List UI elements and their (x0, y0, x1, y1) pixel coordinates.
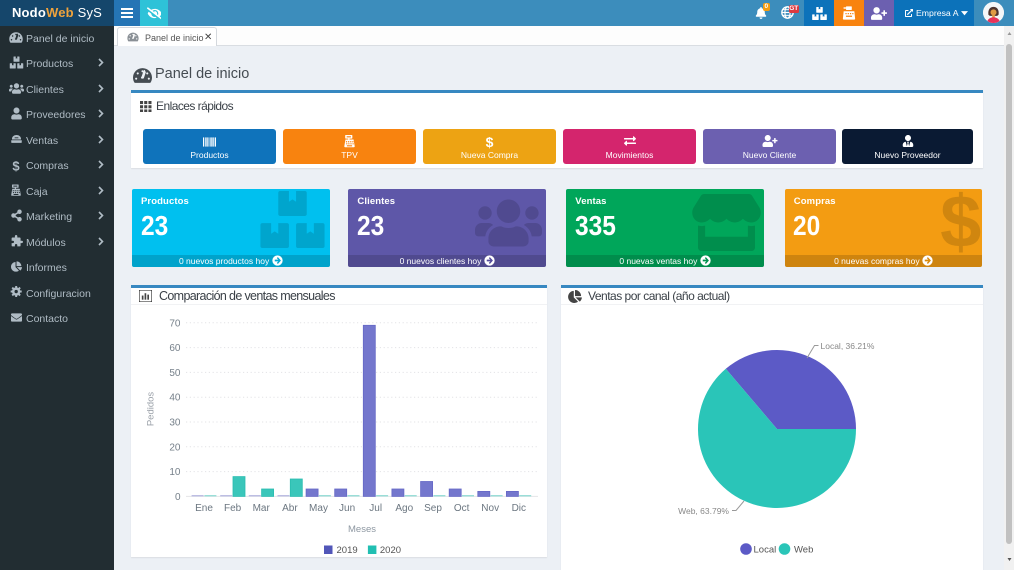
svg-text:2019: 2019 (337, 545, 358, 556)
svg-text:Meses: Meses (348, 524, 376, 535)
svg-text:May: May (309, 503, 328, 514)
svg-text:50: 50 (169, 368, 181, 379)
svg-text:2020: 2020 (380, 545, 401, 556)
svg-text:40: 40 (169, 393, 181, 404)
svg-text:Abr: Abr (282, 503, 298, 514)
svg-text:30: 30 (169, 418, 181, 429)
svg-text:Ago: Ago (395, 503, 413, 514)
svg-text:70: 70 (169, 318, 181, 329)
svg-text:10: 10 (169, 467, 181, 478)
svg-text:Ene: Ene (195, 503, 213, 514)
svg-text:Local: Local (754, 545, 777, 556)
svg-text:Pedidos: Pedidos (146, 392, 157, 427)
svg-text:Oct: Oct (454, 503, 470, 514)
svg-text:Jun: Jun (339, 503, 355, 514)
svg-text:Dic: Dic (512, 503, 526, 514)
svg-text:Sep: Sep (424, 503, 442, 514)
svg-text:60: 60 (169, 343, 181, 354)
svg-text:0: 0 (175, 492, 181, 503)
svg-text:Web: Web (794, 545, 813, 556)
svg-text:Web, 63.79%: Web, 63.79% (678, 506, 729, 516)
svg-text:Feb: Feb (224, 503, 242, 514)
svg-text:Jul: Jul (369, 503, 382, 514)
svg-text:20: 20 (169, 442, 181, 453)
svg-text:Nov: Nov (481, 503, 499, 514)
svg-text:Local, 36.21%: Local, 36.21% (821, 341, 875, 351)
svg-text:Mar: Mar (253, 503, 271, 514)
